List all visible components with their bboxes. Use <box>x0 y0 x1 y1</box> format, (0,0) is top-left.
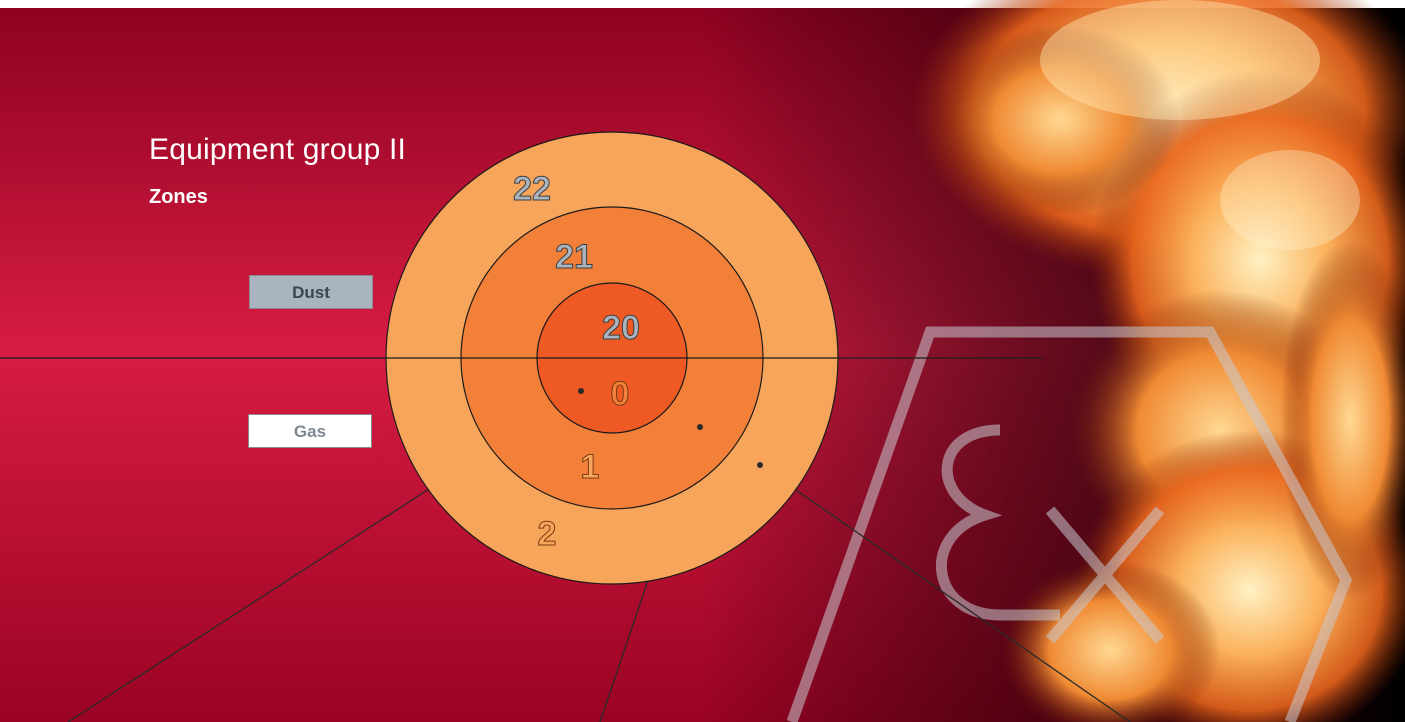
gas-zone-0-label: 0 <box>611 375 630 413</box>
dust-label: Dust <box>249 275 373 309</box>
zone-circles <box>385 131 839 585</box>
flame-image <box>910 0 1405 722</box>
ex-emblem <box>786 326 1353 722</box>
zones-heading: Zones <box>149 186 208 208</box>
leader-dot <box>757 462 763 468</box>
gas-zone-1-label: 1 <box>581 448 600 486</box>
gas-label: Gas <box>248 414 372 448</box>
diagram-title: Equipment group II <box>149 133 407 166</box>
leader-dot <box>697 424 703 430</box>
gas-zone-2-label: 2 <box>538 515 557 553</box>
leader-dot <box>578 388 584 394</box>
dust-zone-22-label: 22 <box>513 170 551 208</box>
dust-zone-21-label: 21 <box>555 238 593 276</box>
dust-zone-20-label: 20 <box>602 309 640 347</box>
